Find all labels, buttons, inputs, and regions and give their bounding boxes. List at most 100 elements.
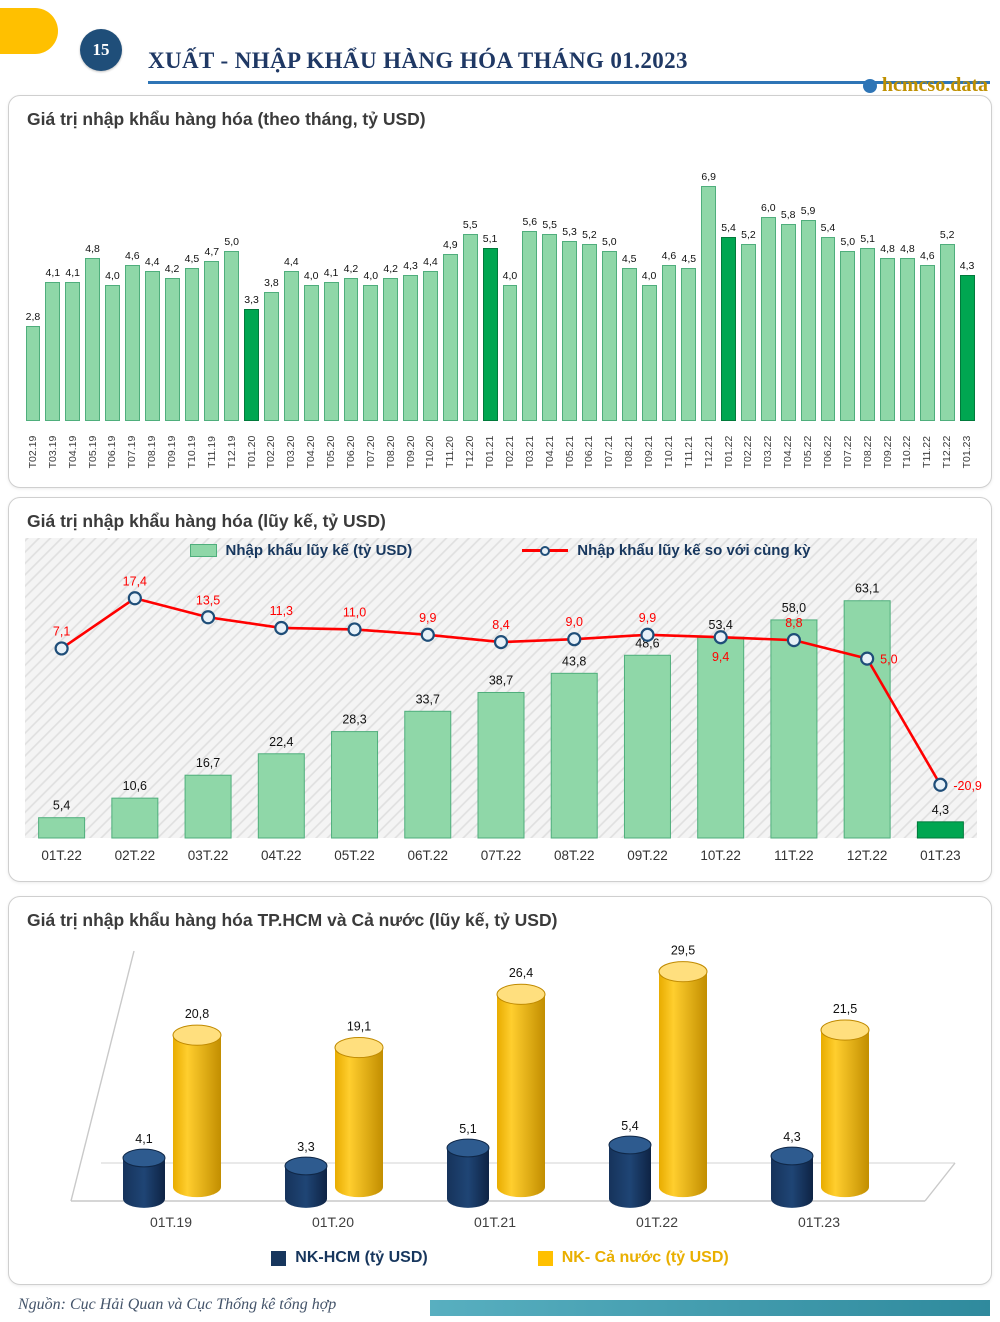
category-label: T12.19 bbox=[225, 435, 238, 469]
bar-value-label: 58,0 bbox=[782, 601, 806, 615]
bar-column: 5,1 T01.21 bbox=[480, 142, 500, 483]
category-label: T10.21 bbox=[662, 435, 675, 469]
source-note: Nguồn: Cục Hải Quan và Cục Thống kê tổng… bbox=[18, 1296, 337, 1313]
bar-column: 4,4 T03.20 bbox=[281, 142, 301, 483]
line-marker bbox=[347, 622, 362, 637]
bar bbox=[681, 268, 697, 421]
bar-value-label: 5,0 bbox=[224, 236, 239, 248]
category-label: 01T.20 bbox=[312, 1214, 354, 1230]
cylinder-3d-chart: 20,8 4,1 01T.19 19,1 3,3 01T.20 26,4 5,1 01T.21 2… bbox=[70, 944, 956, 1230]
bar-column: 3,8 T02.20 bbox=[262, 142, 282, 483]
bar bbox=[621, 268, 637, 421]
chart2-legend: Nhập khẩu lũy kế (tỷ USD) Nhập khẩu lũy … bbox=[9, 542, 991, 559]
category-label: T01.22 bbox=[722, 435, 735, 469]
bar-value-label: 53,4 bbox=[709, 618, 733, 632]
bar bbox=[25, 325, 41, 421]
bar-value-label: 3,3 bbox=[244, 293, 259, 306]
bar bbox=[661, 264, 677, 421]
line-value-label: 9,9 bbox=[639, 611, 656, 625]
bar bbox=[939, 244, 955, 421]
bar-value-label: 4,0 bbox=[502, 270, 518, 282]
brand-text: hcmcso.data bbox=[881, 74, 988, 96]
bar bbox=[482, 247, 498, 421]
category-label: T10.19 bbox=[185, 435, 198, 469]
brand-dot-icon bbox=[862, 78, 877, 93]
bar-legend-swatch bbox=[189, 544, 217, 557]
line-marker bbox=[567, 632, 582, 647]
bar-value-label: 38,7 bbox=[489, 673, 513, 687]
bar bbox=[442, 254, 458, 421]
bar bbox=[423, 271, 438, 421]
category-label: T09.21 bbox=[643, 435, 656, 469]
line-value-label: 17,4 bbox=[123, 574, 147, 588]
line-value-label: 9,0 bbox=[566, 615, 583, 629]
country-legend-swatch bbox=[537, 1250, 553, 1266]
bar-value-label: 4,6 bbox=[125, 249, 140, 262]
bar bbox=[363, 285, 379, 421]
line-value-label: 8,8 bbox=[785, 616, 802, 630]
line-marker bbox=[860, 651, 875, 666]
bar-column: 5,4 T06.22 bbox=[818, 142, 838, 483]
bar-column: 5,2 T02.22 bbox=[739, 142, 759, 483]
cumulative-bar bbox=[623, 654, 671, 839]
category-label: T08.20 bbox=[384, 435, 397, 469]
page-number: 15 bbox=[92, 40, 110, 59]
chart3-legend: NK-HCM (tỷ USD) NK- Cả nước (tỷ USD) bbox=[9, 1249, 991, 1267]
category-label: 08T.22 bbox=[554, 848, 595, 863]
bar-column: 4,0 T07.20 bbox=[361, 142, 381, 483]
bar-value-label: 22,4 bbox=[269, 735, 293, 749]
category-label: 11T.22 bbox=[774, 848, 814, 863]
bar bbox=[860, 247, 876, 421]
category-label: 12T.22 bbox=[847, 848, 888, 863]
category-label: T11.22 bbox=[921, 436, 934, 468]
bar bbox=[343, 278, 359, 421]
country-cylinder bbox=[497, 994, 545, 1198]
bar bbox=[741, 244, 756, 421]
bar bbox=[641, 285, 657, 421]
category-label: T04.22 bbox=[782, 435, 795, 469]
bar-column: 4,0 T09.21 bbox=[639, 142, 659, 483]
category-label: T06.21 bbox=[583, 435, 596, 469]
category-label: 02T.22 bbox=[115, 848, 156, 863]
bar-value-label: 4,9 bbox=[443, 239, 458, 252]
category-label: T02.22 bbox=[742, 435, 755, 469]
hcm-cylinder bbox=[609, 1145, 651, 1208]
bar-value-label: 4,0 bbox=[303, 270, 319, 282]
bar-column: 2,8 T02.19 bbox=[23, 142, 43, 483]
bar-column: 5,6 T03.21 bbox=[520, 142, 540, 483]
yellow-corner-shape bbox=[0, 8, 58, 54]
bar-value-label: 4,2 bbox=[164, 263, 180, 276]
line-marker bbox=[640, 627, 655, 642]
bar-column: 4,5 T08.21 bbox=[619, 142, 639, 483]
line-marker bbox=[933, 777, 948, 792]
category-label: T04.19 bbox=[66, 435, 79, 469]
category-label: T03.19 bbox=[46, 435, 59, 469]
card2-title: Giá trị nhập khẩu hàng hóa (lũy kế, tỷ U… bbox=[27, 511, 386, 531]
bar-column: 4,1 T04.19 bbox=[63, 142, 83, 483]
cumulative-bar bbox=[38, 817, 86, 839]
hcm-cylinder-top bbox=[284, 1156, 328, 1176]
category-label: 01T.21 bbox=[474, 1214, 516, 1230]
hcm-cylinder bbox=[123, 1158, 165, 1208]
category-label: 01T.22 bbox=[636, 1214, 678, 1230]
line-value-label: -20,9 bbox=[953, 779, 982, 793]
bar bbox=[760, 217, 776, 421]
bar bbox=[283, 271, 299, 421]
line-marker bbox=[274, 620, 289, 636]
bar-value-label: 5,5 bbox=[462, 219, 478, 231]
page-title: XUẤT - NHẬP KHẨU HÀNG HÓA THÁNG 01.2023 bbox=[148, 48, 688, 73]
line-marker bbox=[493, 634, 509, 650]
bar-legend-label: Nhập khẩu lũy kế (tỷ USD) bbox=[225, 542, 413, 559]
bar-column: 4,2 T06.20 bbox=[341, 142, 361, 483]
bar-value-label: 4,8 bbox=[900, 242, 915, 255]
bar bbox=[542, 234, 558, 421]
title-underline bbox=[148, 81, 990, 84]
bar bbox=[462, 234, 478, 421]
bar-value-label: 2,8 bbox=[25, 310, 41, 323]
bar bbox=[562, 240, 577, 421]
line-marker bbox=[200, 610, 216, 625]
bar bbox=[204, 261, 220, 421]
line-value-label: 8,4 bbox=[492, 618, 509, 632]
bar bbox=[144, 271, 160, 421]
line-marker bbox=[127, 591, 142, 606]
